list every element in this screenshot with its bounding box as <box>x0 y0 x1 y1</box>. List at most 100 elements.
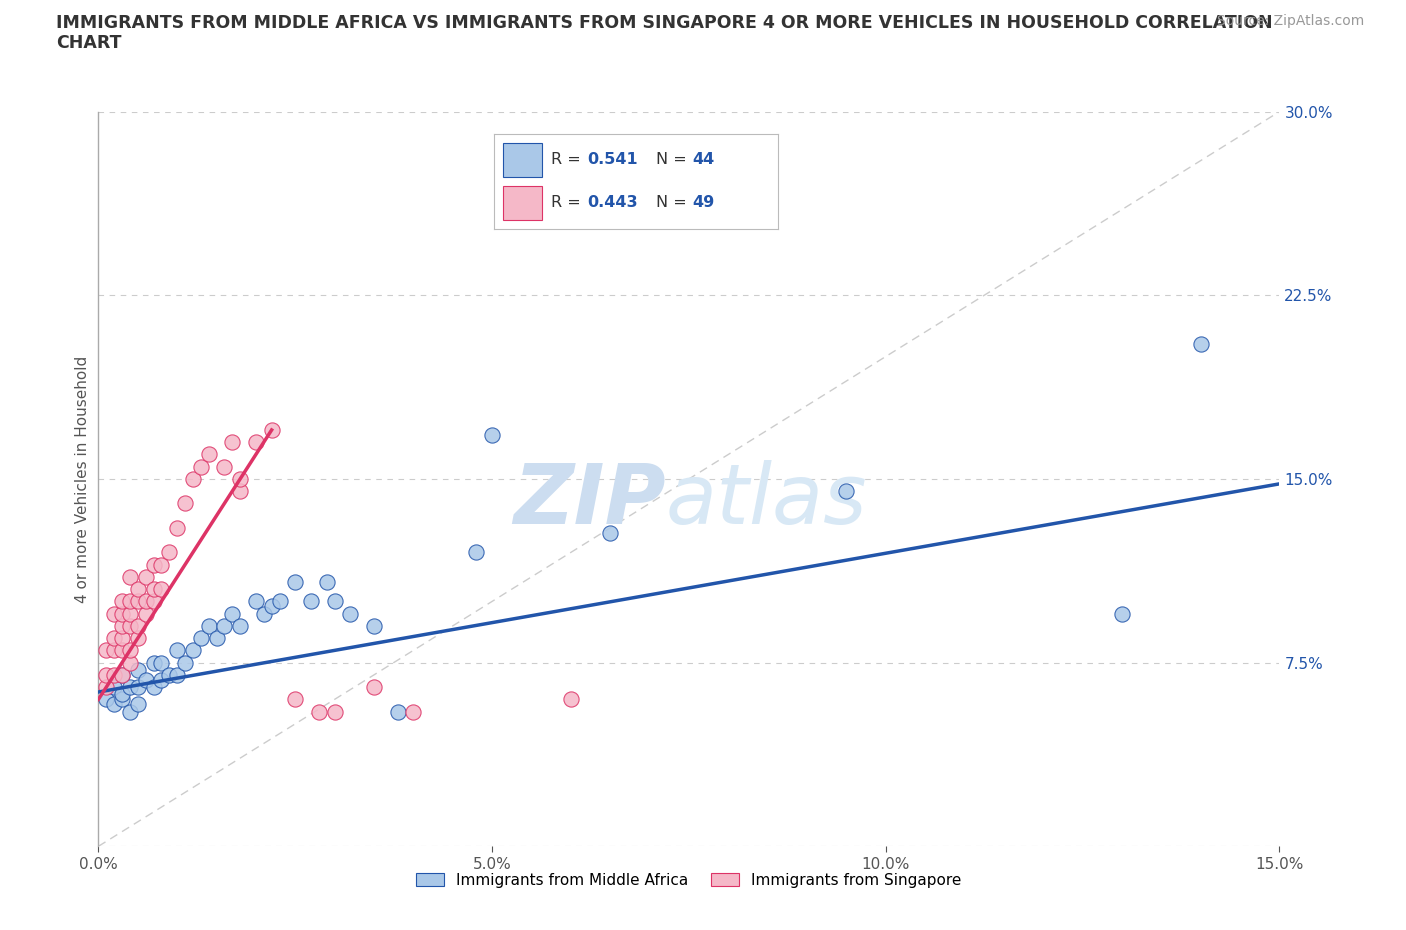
Point <box>166 643 188 658</box>
Point <box>190 459 212 474</box>
Text: atlas: atlas <box>665 460 868 541</box>
Point <box>127 662 149 677</box>
Point <box>111 668 134 683</box>
Text: CHART: CHART <box>56 34 122 52</box>
Point <box>142 656 165 671</box>
Point <box>150 672 173 687</box>
Point <box>111 692 134 707</box>
Point <box>1189 337 1212 352</box>
Point <box>323 594 346 609</box>
Point <box>835 484 858 498</box>
Point <box>150 582 173 597</box>
Point <box>111 618 134 633</box>
Point <box>402 704 425 719</box>
Point <box>111 594 134 609</box>
Point <box>205 631 228 645</box>
Point <box>127 618 149 633</box>
Point <box>118 704 141 719</box>
Point <box>118 643 141 658</box>
Point <box>214 459 236 474</box>
Point <box>150 656 173 671</box>
Text: IMMIGRANTS FROM MIDDLE AFRICA VS IMMIGRANTS FROM SINGAPORE 4 OR MORE VEHICLES IN: IMMIGRANTS FROM MIDDLE AFRICA VS IMMIGRA… <box>56 14 1272 32</box>
Point <box>269 594 291 609</box>
Point <box>481 428 503 443</box>
Point <box>197 618 219 633</box>
Point <box>229 618 252 633</box>
Point <box>103 631 125 645</box>
Point <box>150 557 173 572</box>
Point <box>260 422 283 437</box>
Point <box>135 672 157 687</box>
Point <box>118 606 141 621</box>
Point <box>174 656 197 671</box>
Point <box>221 435 243 450</box>
Point <box>103 668 125 683</box>
Point <box>111 687 134 702</box>
Point <box>166 668 188 683</box>
Point <box>339 606 361 621</box>
Point <box>1111 606 1133 621</box>
Point <box>214 618 236 633</box>
Point <box>127 631 149 645</box>
Point <box>111 631 134 645</box>
Point <box>142 582 165 597</box>
Point <box>157 545 180 560</box>
Point <box>118 656 141 671</box>
Point <box>315 575 337 590</box>
Point <box>284 575 307 590</box>
Point <box>465 545 488 560</box>
Point <box>118 680 141 695</box>
Point <box>142 680 165 695</box>
Point <box>181 643 204 658</box>
Legend: Immigrants from Middle Africa, Immigrants from Singapore: Immigrants from Middle Africa, Immigrant… <box>411 867 967 894</box>
Point <box>135 569 157 584</box>
Point <box>245 594 267 609</box>
Point <box>127 582 149 597</box>
Point <box>118 618 141 633</box>
Point <box>221 606 243 621</box>
Point <box>299 594 322 609</box>
Point <box>135 594 157 609</box>
Y-axis label: 4 or more Vehicles in Household: 4 or more Vehicles in Household <box>75 355 90 603</box>
Point <box>253 606 276 621</box>
Point <box>103 643 125 658</box>
Text: Source: ZipAtlas.com: Source: ZipAtlas.com <box>1216 14 1364 28</box>
Point <box>96 692 118 707</box>
Point <box>118 569 141 584</box>
Point <box>96 680 118 695</box>
Point <box>363 618 385 633</box>
Point <box>260 599 283 614</box>
Point <box>197 447 219 462</box>
Point <box>96 668 118 683</box>
Point <box>157 668 180 683</box>
Point <box>560 692 582 707</box>
Point <box>363 680 385 695</box>
Point <box>135 606 157 621</box>
Text: ZIP: ZIP <box>513 460 665 541</box>
Point <box>127 680 149 695</box>
Point <box>127 697 149 711</box>
Point <box>103 680 125 695</box>
Point <box>166 521 188 536</box>
Point <box>284 692 307 707</box>
Point <box>111 606 134 621</box>
Point <box>229 472 252 486</box>
Point <box>111 643 134 658</box>
Point <box>103 697 125 711</box>
Point <box>111 668 134 683</box>
Point <box>229 484 252 498</box>
Point <box>245 435 267 450</box>
Point <box>127 594 149 609</box>
Point <box>181 472 204 486</box>
Point <box>190 631 212 645</box>
Point <box>308 704 330 719</box>
Point <box>599 525 621 540</box>
Point <box>142 557 165 572</box>
Point <box>142 594 165 609</box>
Point <box>96 643 118 658</box>
Point <box>103 606 125 621</box>
Point <box>118 594 141 609</box>
Point <box>387 704 409 719</box>
Point <box>323 704 346 719</box>
Point <box>174 496 197 511</box>
